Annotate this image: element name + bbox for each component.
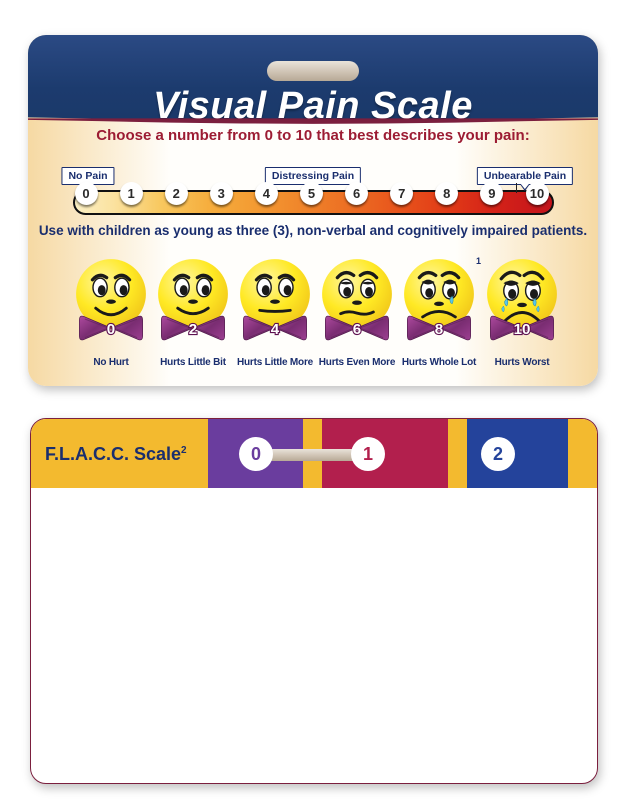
svg-text:2: 2	[189, 321, 197, 338]
svg-text:10: 10	[514, 321, 531, 338]
svg-text:8: 8	[435, 321, 443, 338]
svg-text:6: 6	[353, 321, 361, 338]
svg-text:4: 4	[271, 321, 280, 338]
svg-text:0: 0	[107, 321, 115, 338]
